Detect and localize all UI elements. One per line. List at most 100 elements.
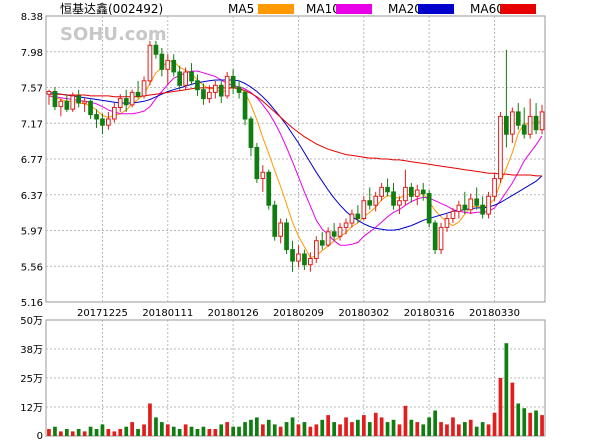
candle <box>533 103 539 135</box>
volume-bar <box>124 426 129 436</box>
candle <box>94 109 99 128</box>
volume-bar <box>177 429 182 436</box>
candle <box>88 99 93 120</box>
candle <box>409 182 414 203</box>
candle-body <box>539 111 545 131</box>
volume-bar <box>255 417 259 436</box>
candle-body <box>165 59 171 70</box>
volume-bar <box>397 424 402 436</box>
candle <box>331 222 337 241</box>
candle-body <box>266 171 272 206</box>
candle-body <box>135 91 141 97</box>
volume-bar <box>373 412 378 436</box>
candle-body <box>397 200 402 206</box>
candle-body <box>147 44 153 82</box>
price-panel-grid <box>45 15 546 303</box>
volume-bar <box>344 417 348 436</box>
legend-swatch-ma10 <box>336 4 372 14</box>
volume-bar <box>362 415 366 436</box>
candle <box>165 54 171 86</box>
volume-tick-label: 50万 <box>20 316 43 327</box>
candle <box>52 87 58 111</box>
candle-body <box>355 213 361 220</box>
volume-bar <box>243 422 247 436</box>
volume-tick-label: 25万 <box>20 374 43 385</box>
candle-body <box>349 213 355 224</box>
volume-bar <box>130 422 134 436</box>
candle-body <box>420 189 426 195</box>
candle <box>242 89 248 126</box>
candlesticks <box>46 40 545 272</box>
candle <box>444 214 450 232</box>
candle <box>337 222 343 241</box>
volume-bar <box>207 429 212 436</box>
volume-bar <box>332 422 336 436</box>
candle-body <box>123 98 129 106</box>
candle-body <box>361 200 367 219</box>
candle <box>373 191 379 212</box>
candle-body <box>117 98 123 108</box>
candle <box>58 98 64 117</box>
candle <box>308 252 313 272</box>
candle <box>474 187 479 210</box>
candle <box>314 236 319 263</box>
candle-body <box>213 84 218 93</box>
candle-body <box>159 53 165 70</box>
price-tick-label: 5.56 <box>21 262 43 273</box>
candle-body <box>242 91 248 120</box>
candle-body <box>52 91 58 108</box>
volume-bar <box>486 424 491 436</box>
candle-body <box>46 91 52 95</box>
date-x-axis-ticks: 20171225 20180111 20180126 20180209 20180302… <box>77 308 520 319</box>
volume-bar <box>540 415 544 436</box>
volume-bar <box>112 431 117 436</box>
volume-bars <box>47 343 544 436</box>
candle <box>456 200 462 219</box>
candle-body <box>367 200 373 206</box>
candle-body <box>153 44 159 55</box>
volume-bar <box>154 417 158 436</box>
candle-body <box>76 95 82 104</box>
date-tick-label: 20180126 <box>208 308 259 319</box>
volume-bar <box>510 382 515 436</box>
candle-body <box>296 253 301 262</box>
candle <box>504 49 509 148</box>
volume-bar <box>463 422 467 436</box>
candle-body <box>207 91 212 100</box>
price-tick-label: 7.57 <box>21 84 43 95</box>
candle-body <box>450 210 456 219</box>
candle <box>70 92 76 112</box>
candle <box>159 47 165 77</box>
candle-body <box>248 118 254 148</box>
sohu-watermark: SOHU.com <box>60 24 167 45</box>
candle <box>64 94 70 112</box>
candle-body <box>438 226 444 251</box>
volume-bar <box>266 419 271 436</box>
candle <box>403 169 408 206</box>
volume-bar <box>326 415 330 436</box>
candle <box>254 143 260 183</box>
candle-body <box>94 114 99 120</box>
volume-bar <box>148 403 152 436</box>
volume-y-axis-ticks: 50万 38万 25万 12万 0 <box>20 316 43 440</box>
volume-bar <box>100 424 105 436</box>
candle <box>515 103 521 130</box>
candle-body <box>64 100 70 110</box>
candle <box>171 54 177 77</box>
candle <box>177 65 183 90</box>
candle <box>76 89 82 108</box>
candle-body <box>510 111 515 135</box>
candle <box>230 69 236 95</box>
volume-bar <box>88 426 93 436</box>
volume-bar <box>528 412 532 436</box>
volume-bar <box>445 424 449 436</box>
candle <box>129 89 135 108</box>
candle <box>207 85 212 104</box>
volume-bar <box>356 419 360 436</box>
candle-body <box>403 186 408 202</box>
candle-body <box>189 71 194 82</box>
candle-body <box>492 178 497 197</box>
volume-bar <box>94 429 99 436</box>
